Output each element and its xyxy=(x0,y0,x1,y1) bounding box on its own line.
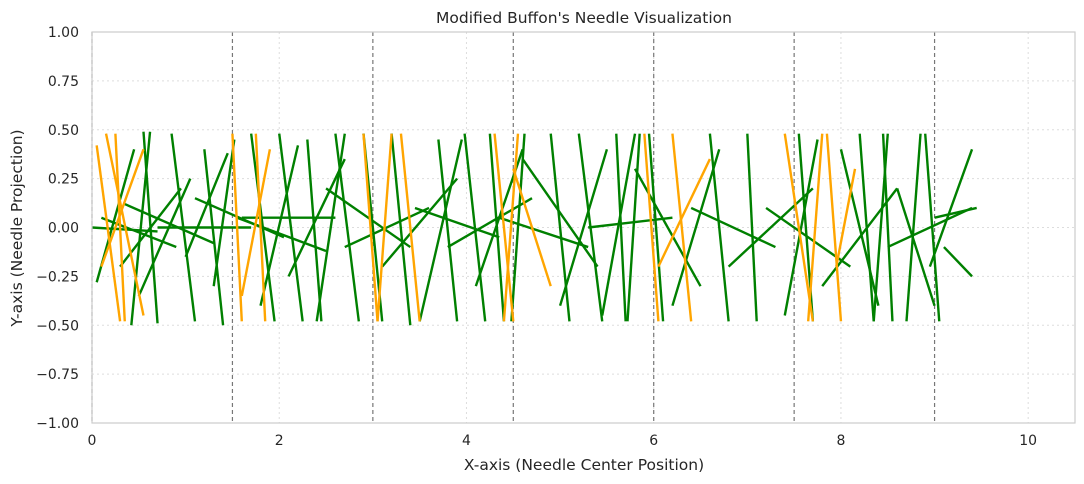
needle xyxy=(240,149,272,297)
needle xyxy=(390,133,412,326)
needle xyxy=(142,131,159,324)
needle xyxy=(104,133,145,316)
needle xyxy=(95,145,122,322)
needle xyxy=(512,168,552,287)
needle xyxy=(488,133,506,322)
needle xyxy=(671,133,693,322)
needle xyxy=(212,139,236,287)
needle xyxy=(825,133,843,322)
needle xyxy=(418,139,463,322)
needle xyxy=(344,206,430,249)
y-tick-label: 0.00 xyxy=(48,221,79,237)
needle xyxy=(643,133,660,322)
needle xyxy=(259,145,300,306)
y-axis-label: Y-axis (Needle Projection) xyxy=(8,129,26,327)
needle xyxy=(858,133,875,322)
needle xyxy=(928,148,974,268)
x-axis-label: X-axis (Needle Center Position) xyxy=(464,456,704,474)
needle xyxy=(943,246,973,278)
needle xyxy=(647,133,665,322)
needle xyxy=(278,133,304,322)
needle xyxy=(510,133,526,322)
needle xyxy=(657,158,711,268)
needle xyxy=(588,216,673,229)
needle xyxy=(184,152,229,258)
needle xyxy=(881,133,894,322)
y-tick-label: 1.00 xyxy=(48,25,79,41)
x-tick-label: 10 xyxy=(1019,433,1037,449)
x-tick-label: 0 xyxy=(88,433,97,449)
needle xyxy=(821,187,899,287)
needle xyxy=(934,206,977,219)
x-tick-label: 2 xyxy=(275,433,284,449)
needle xyxy=(306,139,323,322)
needle xyxy=(626,133,641,322)
needle xyxy=(236,216,327,253)
y-tick-label: −0.25 xyxy=(36,269,79,285)
y-tick-label: −0.50 xyxy=(36,318,79,334)
needle xyxy=(708,133,730,322)
needle xyxy=(249,133,276,322)
needle xyxy=(924,133,941,322)
needle xyxy=(521,158,599,268)
needle xyxy=(615,133,627,322)
vertical-lines-layer xyxy=(91,32,936,423)
needle xyxy=(124,202,215,245)
needle xyxy=(114,133,126,322)
needle xyxy=(399,133,421,322)
x-tick-label: 6 xyxy=(649,433,658,449)
needle xyxy=(727,187,814,268)
needle xyxy=(498,216,589,249)
needle xyxy=(690,206,776,249)
y-tick-label: 0.25 xyxy=(48,172,79,188)
needle xyxy=(493,133,515,322)
needle xyxy=(287,158,346,277)
needle-layer xyxy=(91,131,977,326)
y-tick-label: −0.75 xyxy=(36,367,79,383)
needle xyxy=(502,133,520,322)
needle xyxy=(203,149,225,326)
needle xyxy=(839,149,880,306)
needle xyxy=(671,148,721,307)
needle xyxy=(783,133,815,322)
needle xyxy=(549,133,571,322)
y-tick-label: 0.75 xyxy=(48,74,79,90)
needle xyxy=(325,187,411,249)
needle xyxy=(100,216,177,249)
plot-frame xyxy=(91,31,1076,424)
needle xyxy=(137,178,192,297)
needle xyxy=(376,133,393,322)
needle xyxy=(447,197,533,249)
needle xyxy=(835,168,857,267)
y-tick-label: 0.50 xyxy=(48,123,79,139)
needle xyxy=(633,168,702,287)
needle xyxy=(231,133,243,322)
needle xyxy=(362,133,379,322)
chart-title: Modified Buffon's Needle Visualization xyxy=(436,9,732,27)
needle xyxy=(806,133,824,322)
needle xyxy=(783,139,819,316)
needle xyxy=(558,148,609,307)
needle xyxy=(895,188,936,307)
needle xyxy=(601,133,637,316)
needle xyxy=(905,133,922,322)
needle xyxy=(334,133,361,322)
tick-labels-layer: 0 2 4 6 8 10 −1.00 −0.75 −0.50 −0.25 0.00 0.25 0.50 0… xyxy=(36,25,1037,449)
needle xyxy=(315,133,346,322)
needle xyxy=(414,206,500,239)
y-tick-label: −1.00 xyxy=(36,416,79,432)
needle xyxy=(746,133,758,322)
x-tick-label: 4 xyxy=(462,433,471,449)
needle xyxy=(887,206,973,249)
needle xyxy=(254,133,267,322)
needle xyxy=(437,139,459,322)
x-tick-label: 8 xyxy=(836,433,845,449)
needle xyxy=(463,133,487,322)
